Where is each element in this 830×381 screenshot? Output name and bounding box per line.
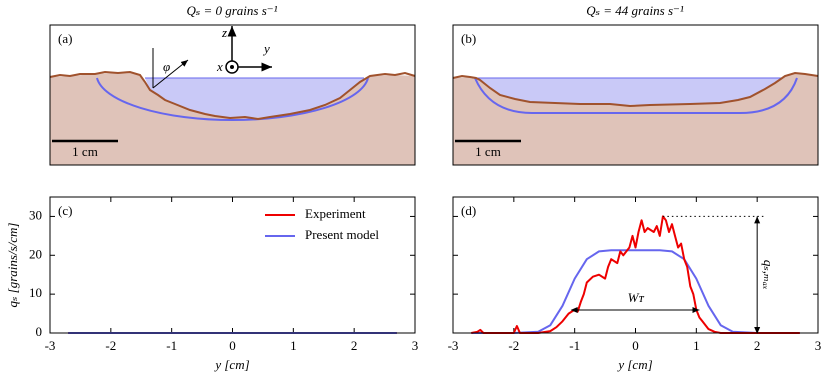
legend-label: Experiment bbox=[305, 206, 366, 221]
angle-label: φ bbox=[163, 59, 170, 74]
y-label: y bbox=[262, 41, 270, 56]
data-line bbox=[471, 215, 800, 334]
x-tick-label: -2 bbox=[508, 338, 519, 353]
x-tick-label: 0 bbox=[632, 338, 639, 353]
panel-a: Qₛ = 0 grains s⁻¹ (a) φ z y x 1 cm bbox=[49, 3, 416, 166]
panel-title: Qₛ = 44 grains s⁻¹ bbox=[586, 3, 684, 18]
panel-b: Qₛ = 44 grains s⁻¹ (b) 1 cm bbox=[452, 3, 819, 166]
panel-title: Qₛ = 0 grains s⁻¹ bbox=[186, 3, 277, 18]
measured-bed bbox=[49, 70, 416, 121]
model-bed bbox=[474, 77, 798, 114]
x-tick-label: -3 bbox=[448, 338, 459, 353]
normal-arrow bbox=[152, 59, 189, 89]
scale-label: 1 cm bbox=[475, 144, 501, 159]
water bbox=[472, 78, 783, 105]
x-tick-label: 3 bbox=[815, 338, 822, 353]
x-tick-label: 2 bbox=[754, 338, 761, 353]
plot-frame bbox=[452, 196, 819, 334]
y-tick-label: 0 bbox=[36, 324, 43, 339]
plot-frame bbox=[49, 196, 416, 334]
annotation: qₛ,ₘₐₓ bbox=[761, 260, 776, 290]
y-tick-label: 30 bbox=[29, 207, 42, 222]
panel-frame bbox=[49, 24, 416, 166]
x-tick-label: 1 bbox=[290, 338, 297, 353]
x-tick-label: -1 bbox=[166, 338, 177, 353]
y-tick-label: 20 bbox=[29, 246, 42, 261]
plot-area bbox=[50, 197, 415, 333]
water bbox=[145, 78, 364, 118]
panel-label: (d) bbox=[461, 203, 476, 218]
panel-label: (a) bbox=[58, 31, 72, 46]
x-tick-label: -2 bbox=[105, 338, 116, 353]
annotation: Wᴛ bbox=[628, 290, 645, 305]
y-tick-label: 10 bbox=[29, 285, 42, 300]
x-tick-label: 3 bbox=[412, 338, 419, 353]
scale-label: 1 cm bbox=[72, 144, 98, 159]
x-tick-label: 0 bbox=[229, 338, 236, 353]
x-tick-label: -1 bbox=[569, 338, 580, 353]
x-axis-label: y [cm] bbox=[213, 357, 249, 372]
data-line bbox=[471, 249, 800, 334]
z-label: z bbox=[221, 25, 227, 40]
x-axis-label: y [cm] bbox=[616, 357, 652, 372]
panel-frame bbox=[452, 24, 819, 166]
x-dot bbox=[230, 65, 234, 69]
panel-label: (c) bbox=[58, 203, 72, 218]
x-tick-label: 2 bbox=[351, 338, 358, 353]
x-label: x bbox=[216, 59, 223, 74]
model-bed bbox=[96, 77, 369, 122]
measured-bed bbox=[452, 71, 819, 108]
legend-label: Present model bbox=[305, 227, 379, 242]
panel-label: (b) bbox=[461, 31, 476, 46]
y-axis-label: qₛ [grains/s/cm] bbox=[5, 223, 20, 308]
x-tick-label: 1 bbox=[693, 338, 700, 353]
x-tick-label: -3 bbox=[45, 338, 56, 353]
sediment bbox=[453, 73, 818, 165]
